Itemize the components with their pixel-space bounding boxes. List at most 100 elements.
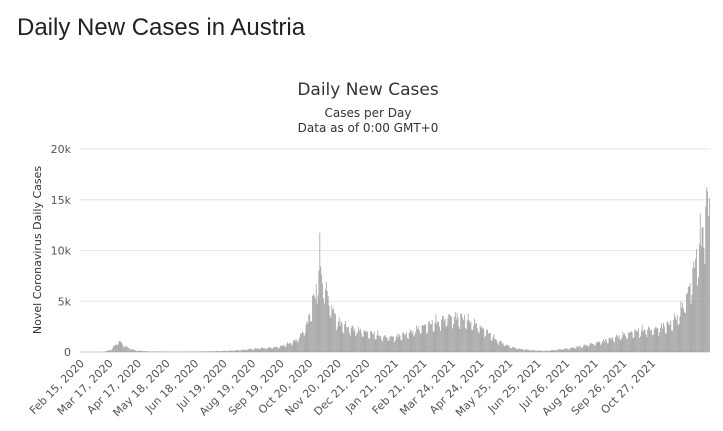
bar[interactable] — [704, 263, 706, 352]
bar[interactable] — [223, 350, 225, 352]
bar[interactable] — [488, 332, 490, 352]
bar[interactable] — [419, 333, 421, 352]
bar[interactable] — [600, 345, 602, 352]
bar[interactable] — [410, 330, 412, 352]
bar[interactable] — [218, 351, 219, 352]
bar[interactable] — [306, 321, 308, 352]
bar[interactable] — [565, 348, 567, 352]
bar[interactable] — [441, 316, 443, 352]
bar[interactable] — [302, 332, 304, 352]
bar[interactable] — [289, 343, 290, 352]
bar[interactable] — [386, 337, 388, 352]
bar[interactable] — [287, 342, 288, 352]
bar[interactable] — [508, 345, 510, 352]
bar[interactable] — [197, 351, 199, 352]
bar[interactable] — [583, 343, 585, 352]
bar[interactable] — [190, 351, 192, 352]
bar[interactable] — [683, 308, 685, 352]
bar[interactable] — [456, 312, 458, 352]
bar[interactable] — [262, 348, 264, 352]
bar[interactable] — [680, 301, 682, 352]
bar[interactable] — [559, 349, 561, 352]
bar[interactable] — [258, 349, 260, 352]
bar[interactable] — [311, 321, 312, 352]
bar[interactable] — [349, 335, 351, 352]
bar[interactable] — [678, 323, 680, 352]
bar[interactable] — [325, 289, 326, 352]
bar[interactable] — [122, 344, 124, 352]
bar[interactable] — [133, 350, 135, 352]
bar[interactable] — [355, 335, 357, 352]
bar[interactable] — [251, 348, 253, 352]
bar[interactable] — [560, 349, 562, 352]
bar[interactable] — [520, 348, 521, 352]
bar[interactable] — [488, 333, 489, 352]
bar[interactable] — [336, 326, 338, 352]
bar[interactable] — [250, 348, 252, 352]
bar[interactable] — [506, 344, 508, 352]
bar[interactable] — [690, 303, 692, 352]
bar[interactable] — [492, 336, 494, 352]
bar[interactable] — [147, 351, 148, 352]
bar[interactable] — [535, 350, 536, 352]
bar[interactable] — [138, 350, 140, 352]
bar[interactable] — [620, 339, 622, 352]
bar[interactable] — [631, 332, 633, 352]
bar[interactable] — [238, 350, 240, 352]
bar[interactable] — [273, 346, 275, 352]
bar[interactable] — [296, 339, 298, 352]
bar[interactable] — [645, 334, 647, 352]
bar[interactable] — [265, 348, 266, 352]
bar[interactable] — [637, 331, 638, 352]
bar[interactable] — [542, 351, 544, 352]
bar[interactable] — [581, 347, 583, 352]
bar[interactable] — [436, 323, 438, 352]
bar[interactable] — [568, 349, 569, 352]
bar[interactable] — [558, 349, 560, 352]
bar[interactable] — [590, 342, 591, 352]
bar[interactable] — [282, 345, 284, 352]
bar[interactable] — [402, 333, 404, 352]
bar[interactable] — [453, 324, 454, 352]
bar[interactable] — [641, 324, 643, 352]
bar[interactable] — [554, 349, 556, 352]
bar[interactable] — [239, 350, 241, 352]
bar[interactable] — [665, 333, 667, 352]
bar[interactable] — [193, 351, 195, 352]
bar[interactable] — [514, 347, 516, 352]
bar[interactable] — [638, 328, 639, 352]
bar[interactable] — [511, 347, 512, 352]
bar[interactable] — [572, 347, 574, 352]
bar[interactable] — [120, 341, 122, 352]
bar[interactable] — [138, 350, 139, 352]
bar[interactable] — [458, 326, 460, 352]
bar[interactable] — [213, 351, 215, 352]
bar[interactable] — [552, 350, 554, 352]
bar[interactable] — [330, 317, 332, 352]
bar[interactable] — [328, 305, 330, 352]
bar[interactable] — [121, 343, 123, 352]
bar[interactable] — [455, 319, 457, 352]
bar[interactable] — [418, 326, 419, 352]
bar[interactable] — [145, 351, 147, 352]
bar[interactable] — [611, 338, 613, 352]
bar[interactable] — [584, 345, 586, 352]
bar[interactable] — [662, 328, 663, 352]
bar[interactable] — [115, 344, 117, 352]
bar[interactable] — [562, 349, 564, 352]
bar[interactable] — [614, 342, 615, 352]
bar[interactable] — [313, 294, 314, 352]
bar[interactable] — [497, 342, 498, 352]
bar[interactable] — [332, 309, 334, 352]
bar[interactable] — [647, 329, 649, 352]
bar[interactable] — [333, 308, 335, 352]
bar[interactable] — [523, 350, 524, 352]
bar[interactable] — [643, 329, 645, 352]
bar[interactable] — [512, 346, 514, 352]
bar[interactable] — [373, 331, 375, 352]
bar[interactable] — [686, 294, 687, 352]
bar[interactable] — [281, 346, 283, 352]
bar[interactable] — [217, 351, 218, 352]
bar[interactable] — [290, 342, 291, 352]
bar[interactable] — [625, 336, 626, 352]
